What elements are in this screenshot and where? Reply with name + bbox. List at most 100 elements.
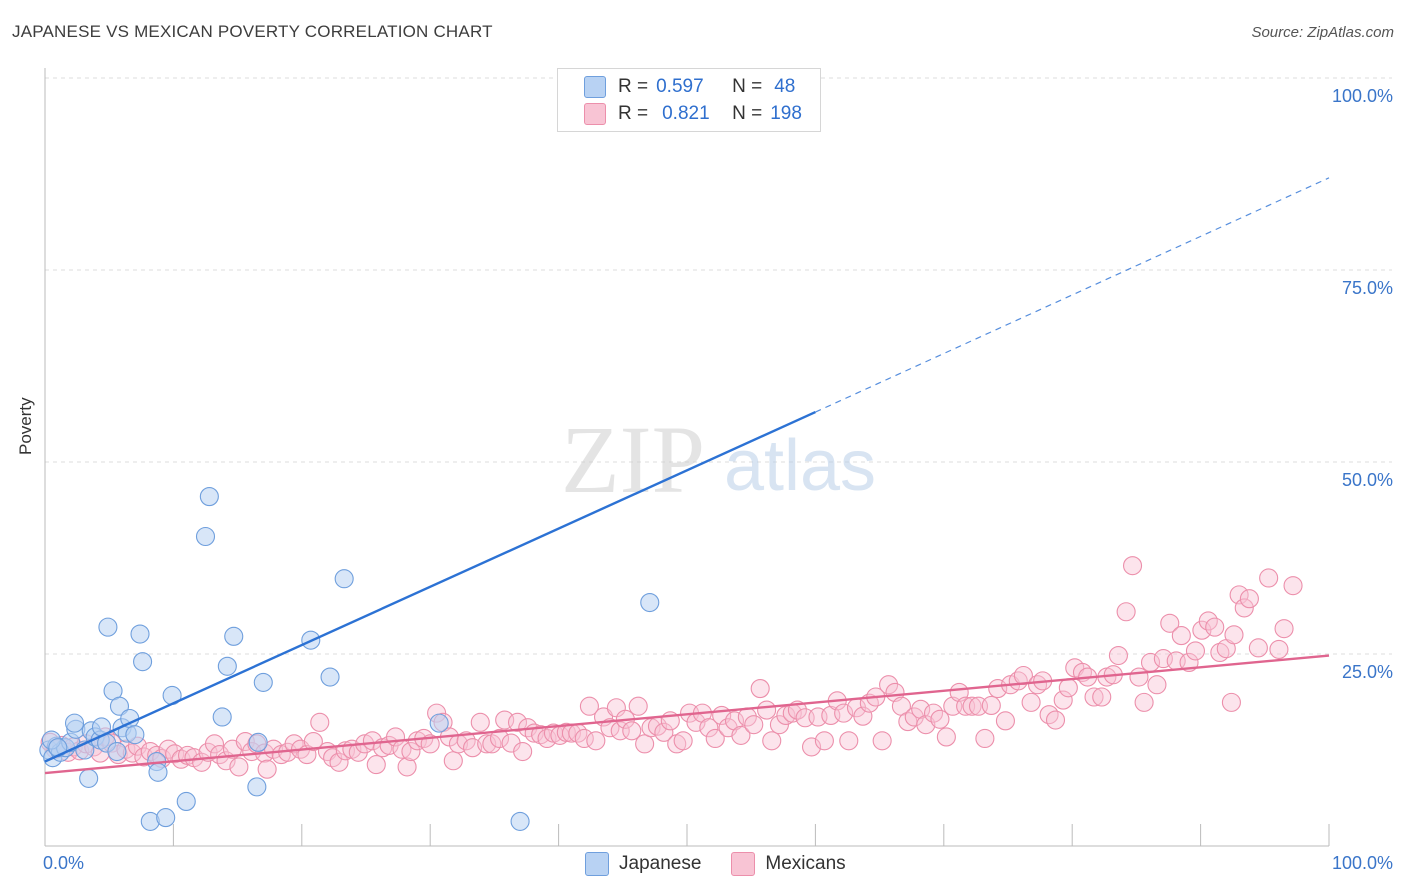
mexicans-point bbox=[635, 734, 655, 754]
mexicans-point bbox=[1027, 675, 1048, 695]
japanese-point bbox=[156, 808, 176, 828]
mexicans-point bbox=[936, 727, 956, 747]
mexicans-point bbox=[1122, 556, 1143, 576]
y-tick-label: 25.0% bbox=[1342, 662, 1393, 682]
mexicans-point bbox=[574, 728, 594, 749]
tick-labels: 25.0% 50.0% 75.0% 100.0% 0.0% 100.0% bbox=[43, 86, 1393, 873]
mexicans-point bbox=[397, 757, 417, 777]
japanese-point bbox=[125, 725, 145, 745]
mexicans-point bbox=[705, 728, 725, 749]
mexicans-point bbox=[1239, 589, 1259, 609]
series-legend: Japanese Mexicans bbox=[585, 852, 876, 876]
mexicans-point bbox=[229, 757, 249, 777]
japanese-point bbox=[253, 672, 273, 692]
japanese-point bbox=[148, 762, 168, 782]
japanese-point bbox=[334, 569, 354, 589]
mexicans-point bbox=[1259, 568, 1279, 588]
mexicans-point bbox=[879, 675, 899, 695]
mexicans-point bbox=[513, 741, 533, 762]
mexicans-point bbox=[744, 715, 764, 735]
mexicans-point bbox=[975, 728, 995, 749]
mexicans-point bbox=[1205, 617, 1225, 637]
mexicans-point bbox=[904, 707, 924, 727]
japanese-point bbox=[320, 667, 340, 687]
mexicans-point bbox=[1171, 626, 1191, 646]
mexicans-point bbox=[769, 715, 789, 735]
mexicans-point bbox=[1274, 619, 1294, 639]
japanese-point bbox=[133, 652, 153, 672]
mexicans-point bbox=[1108, 645, 1128, 666]
mexicans-point bbox=[654, 722, 674, 742]
mexicans-r-value: 0.821 bbox=[662, 103, 710, 124]
y-tick-label: 75.0% bbox=[1342, 278, 1393, 298]
n-label: N = bbox=[732, 103, 763, 124]
japanese-point bbox=[217, 656, 237, 676]
mexicans-point bbox=[401, 741, 421, 762]
gridlines bbox=[45, 77, 1392, 655]
mexicans-point bbox=[757, 700, 777, 720]
mexicans-point bbox=[284, 734, 304, 754]
mexicans-point bbox=[507, 712, 528, 732]
japanese-point bbox=[195, 526, 216, 547]
japanese-points bbox=[39, 68, 774, 831]
legend-item-mexicans[interactable]: Mexicans bbox=[731, 852, 846, 876]
r-label: R = bbox=[618, 103, 649, 124]
mexicans-swatch bbox=[584, 103, 606, 125]
mexicans-point bbox=[1116, 602, 1136, 622]
japanese-point bbox=[109, 696, 130, 716]
mexicans-point bbox=[1185, 641, 1206, 661]
mexicans-point bbox=[731, 725, 751, 745]
mexicans-point bbox=[1221, 692, 1241, 712]
mexicans-point bbox=[1248, 638, 1268, 658]
mexicans-point bbox=[1084, 687, 1104, 707]
mexicans-point bbox=[310, 712, 330, 732]
chart-title: JAPANESE VS MEXICAN POVERTY CORRELATION … bbox=[12, 22, 493, 41]
mexicans-trend-line bbox=[44, 654, 1330, 775]
mexicans-point bbox=[916, 715, 936, 735]
n-label: N = bbox=[732, 76, 763, 97]
correlation-legend: R = 0.597 N = 48 R = 0.821 N = 198 bbox=[557, 68, 821, 132]
trend-lines bbox=[44, 177, 1330, 775]
japanese-point bbox=[199, 487, 219, 507]
mexicans-swatch bbox=[731, 852, 756, 876]
mexicans-point bbox=[303, 732, 323, 752]
mexicans-point bbox=[750, 679, 770, 699]
mexicans-point bbox=[988, 679, 1008, 699]
japanese-point bbox=[429, 713, 449, 733]
mexicans-point bbox=[463, 738, 483, 758]
legend-item-japanese[interactable]: Japanese bbox=[585, 852, 701, 876]
mexicans-point bbox=[1058, 678, 1078, 698]
legend-japanese-label: Japanese bbox=[619, 853, 702, 874]
y-tick-label: 100.0% bbox=[1332, 86, 1393, 106]
mexicans-point bbox=[1147, 675, 1167, 695]
mexicans-point bbox=[1039, 705, 1059, 725]
mexicans-point bbox=[1129, 667, 1149, 687]
japanese-point bbox=[224, 626, 244, 646]
mexicans-point bbox=[1160, 613, 1180, 633]
japanese-point bbox=[98, 617, 118, 637]
mexicans-point bbox=[1192, 620, 1212, 640]
mexicans-point bbox=[1045, 710, 1066, 730]
mexicans-point bbox=[329, 752, 349, 772]
watermark: ZIP atlas bbox=[561, 406, 876, 513]
mexicans-point bbox=[1283, 576, 1303, 596]
y-tick-label: 50.0% bbox=[1342, 470, 1393, 490]
japanese-point bbox=[247, 777, 267, 797]
mexicans-point bbox=[628, 696, 648, 716]
mexicans-point bbox=[477, 734, 497, 754]
mexicans-n-value: 198 bbox=[770, 103, 802, 124]
mexicans-point bbox=[579, 696, 599, 716]
mexicans-point bbox=[257, 759, 277, 779]
mexicans-point bbox=[762, 731, 782, 751]
japanese-trend-extension bbox=[815, 177, 1330, 413]
mexicans-point bbox=[981, 695, 1001, 716]
mexicans-point bbox=[814, 731, 834, 751]
mexicans-point bbox=[911, 699, 931, 719]
mexicans-point bbox=[834, 703, 854, 723]
mexicans-point bbox=[930, 709, 950, 729]
r-label: R = bbox=[618, 76, 649, 97]
mexicans-point bbox=[537, 728, 557, 749]
mexicans-point bbox=[622, 721, 642, 741]
japanese-r-value: 0.597 bbox=[656, 76, 704, 97]
japanese-n-value: 48 bbox=[774, 76, 796, 97]
